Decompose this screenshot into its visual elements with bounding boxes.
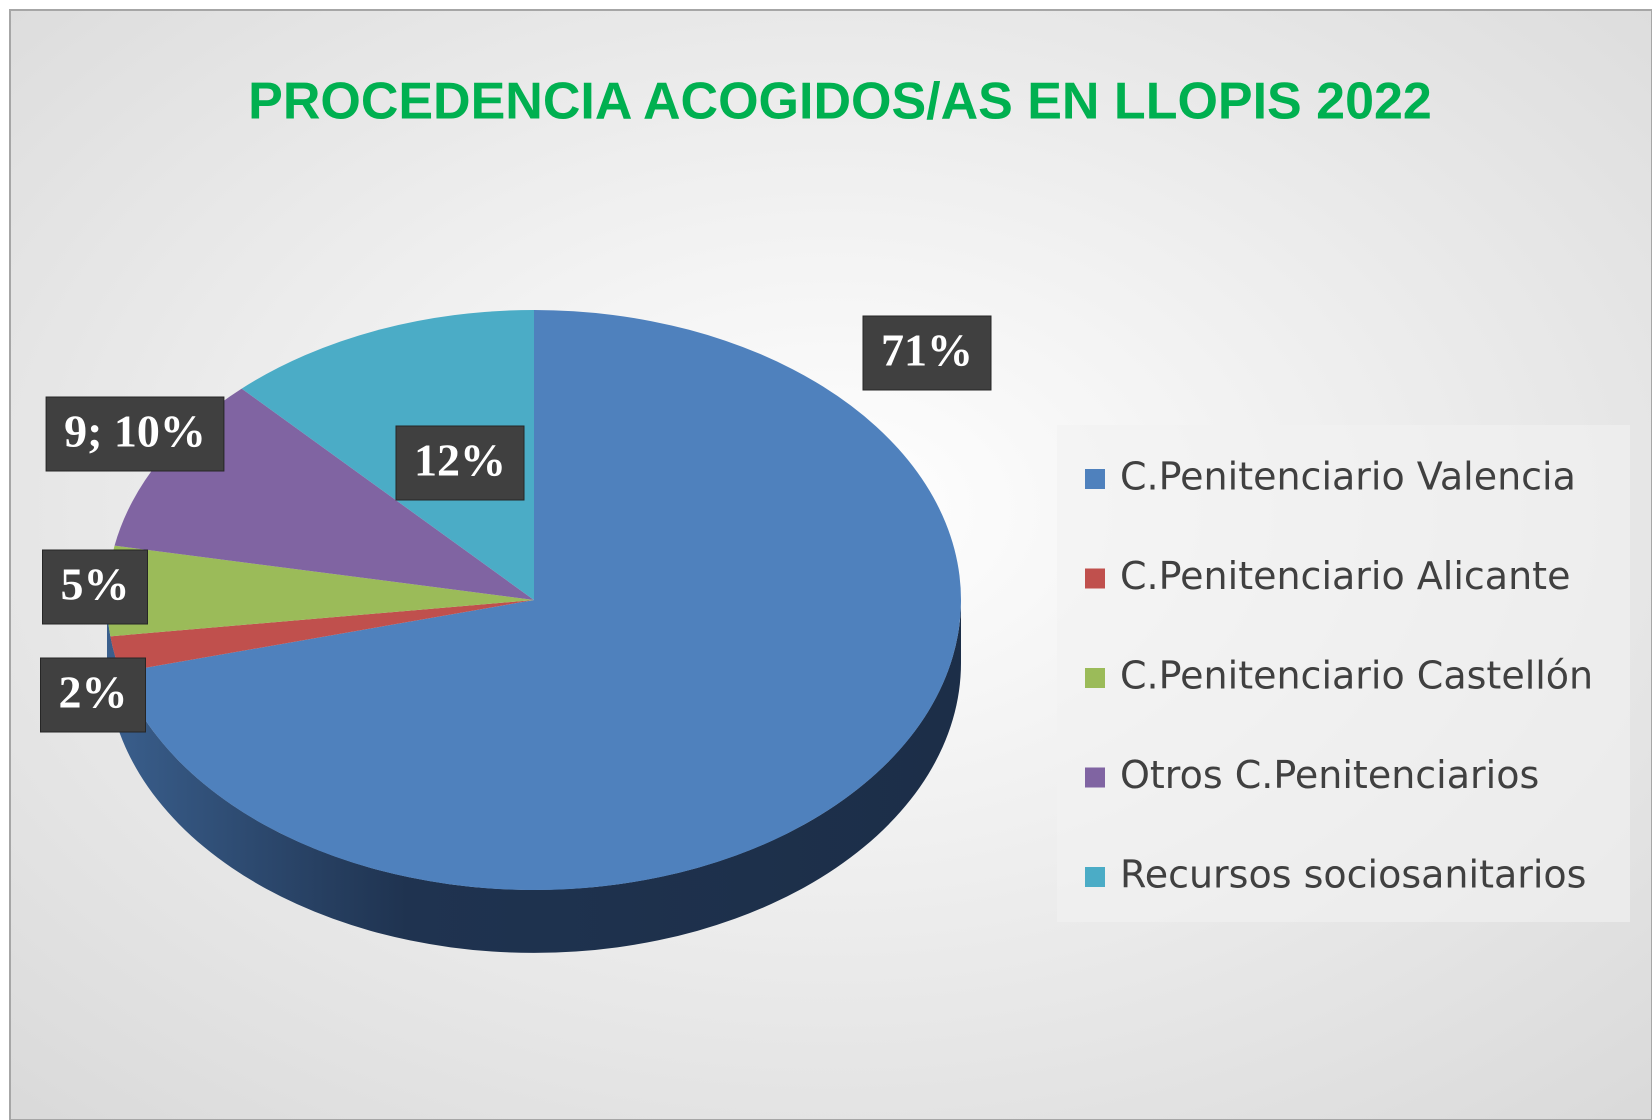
data-label-box bbox=[45, 396, 225, 472]
legend-swatch bbox=[1085, 767, 1105, 788]
chart-title: PROCEDENCIA ACOGIDOS/AS EN LLOPIS 2022 bbox=[248, 73, 1432, 131]
data-label-box bbox=[42, 549, 148, 625]
data-label-box bbox=[395, 425, 525, 501]
pie-side bbox=[107, 600, 961, 953]
pie-slice bbox=[107, 545, 535, 637]
pie-slice bbox=[120, 310, 962, 891]
data-label-box bbox=[40, 657, 146, 733]
legend-swatch bbox=[1085, 568, 1105, 589]
legend-label: C.Penitenciario Alicante bbox=[1120, 554, 1570, 598]
legend-label: Recursos sociosanitarios bbox=[1120, 853, 1586, 897]
data-label: 2% bbox=[59, 667, 128, 718]
pie-slice bbox=[110, 600, 535, 673]
legend-swatch bbox=[1085, 668, 1105, 688]
legend-swatch bbox=[1085, 469, 1105, 489]
data-label: 12% bbox=[414, 435, 506, 486]
data-label: 5% bbox=[61, 559, 130, 610]
legend-label: Otros C.Penitenciarios bbox=[1120, 753, 1539, 797]
data-label: 9; 10% bbox=[64, 406, 206, 457]
data-label-box bbox=[862, 315, 992, 391]
legend-label: C.Penitenciario Castellón bbox=[1120, 654, 1593, 698]
legend-label: C.Penitenciario Valencia bbox=[1120, 455, 1576, 499]
legend-swatch bbox=[1085, 867, 1105, 887]
legend-box bbox=[1057, 425, 1630, 922]
data-label: 71% bbox=[881, 325, 973, 376]
pie-slice bbox=[241, 310, 535, 600]
